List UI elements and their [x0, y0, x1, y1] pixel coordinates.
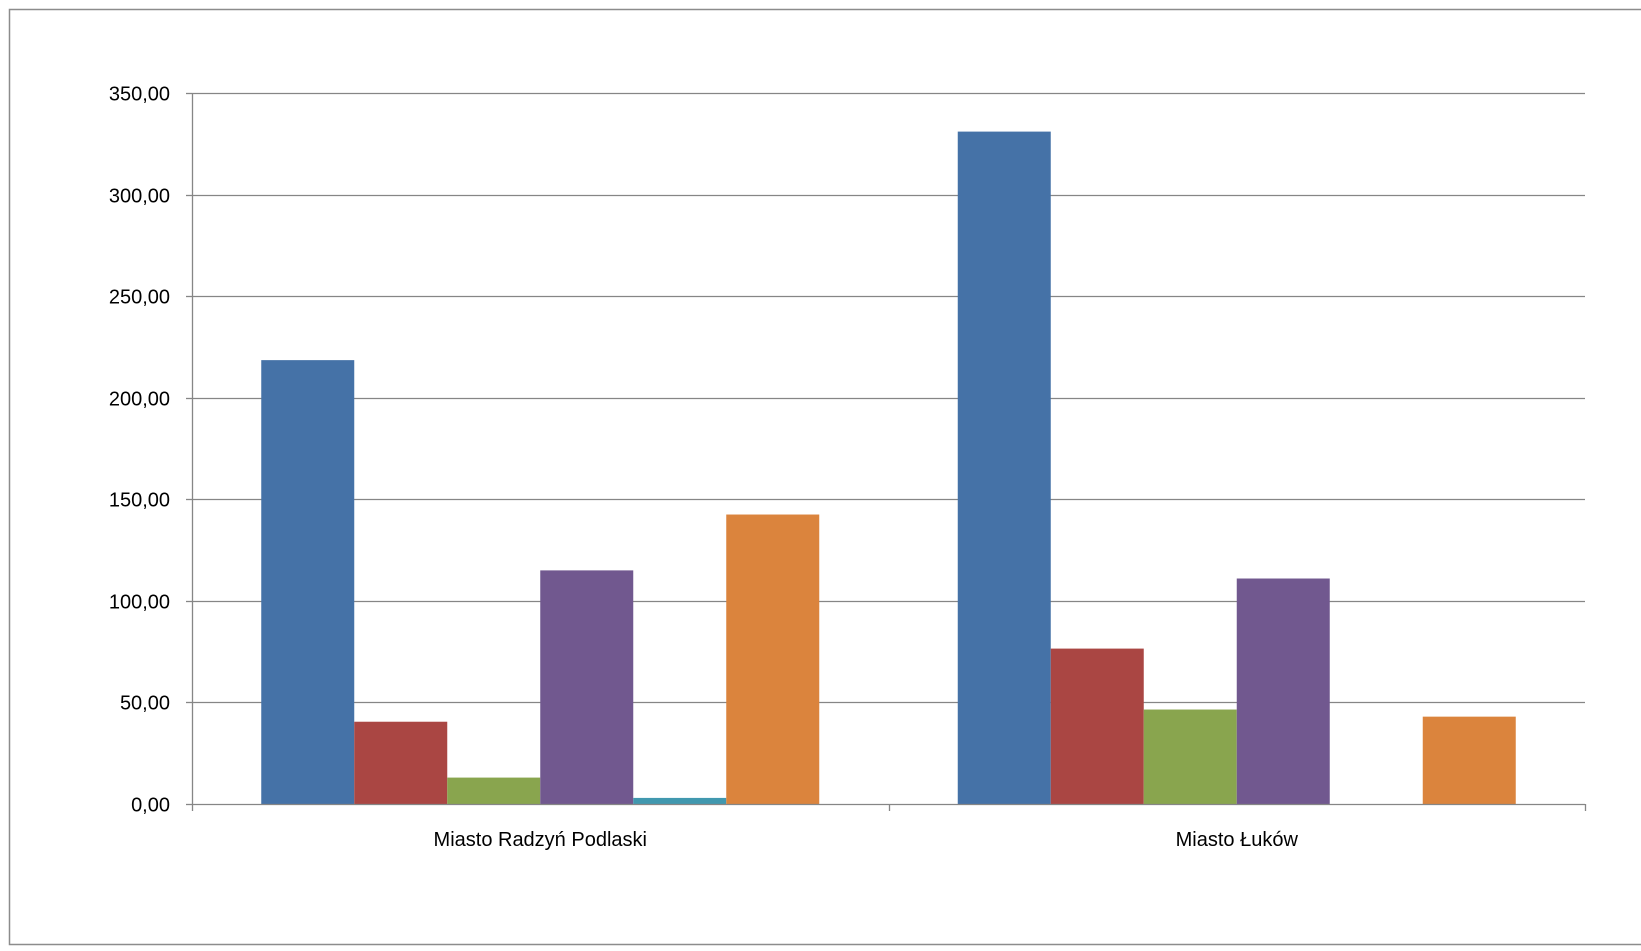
bar	[447, 778, 540, 804]
bar	[633, 798, 726, 804]
bar	[540, 570, 633, 804]
y-tick-label: 300,00	[109, 186, 170, 208]
y-tick-label: 200,00	[109, 389, 170, 411]
bar	[1237, 579, 1330, 804]
y-tick-label: 250,00	[109, 287, 170, 309]
bar	[726, 515, 819, 804]
bar	[1051, 649, 1144, 804]
bar	[354, 722, 447, 804]
bar	[1144, 710, 1237, 804]
x-tick-label: Miasto Łuków	[1176, 829, 1299, 851]
bar	[958, 132, 1051, 804]
y-tick-label: 50,00	[120, 693, 170, 715]
y-tick-label: 100,00	[109, 592, 170, 614]
x-tick-label: Miasto Radzyń Podlaski	[434, 829, 647, 851]
bar	[261, 360, 354, 804]
y-tick-label: 150,00	[109, 490, 170, 512]
bar	[1423, 717, 1516, 804]
y-tick-label: 350,00	[109, 84, 170, 106]
y-tick-label: 0,00	[131, 795, 170, 817]
